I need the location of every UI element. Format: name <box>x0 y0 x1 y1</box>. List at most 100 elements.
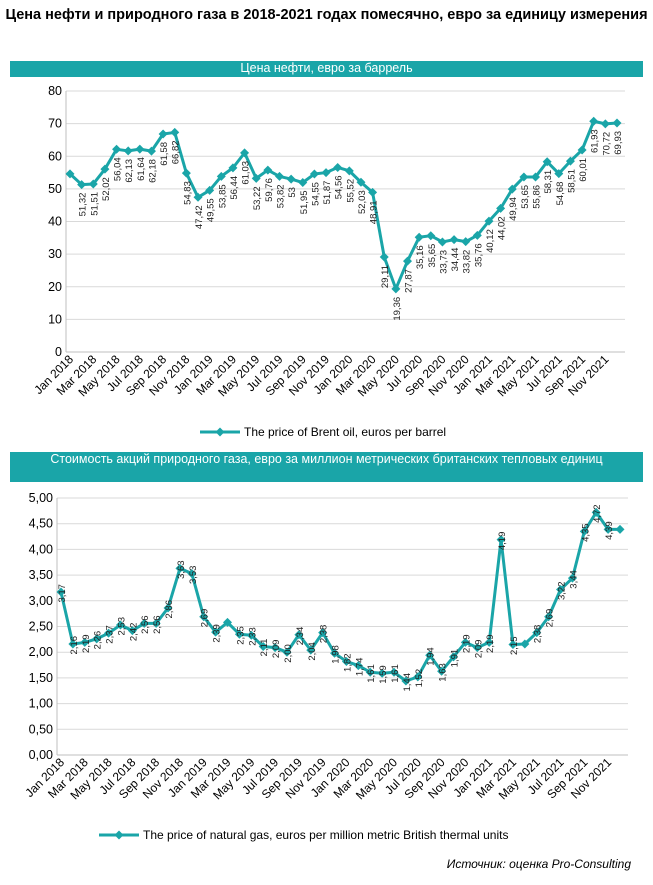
data-label: 56,04 <box>113 157 124 181</box>
data-label: 1,61 <box>366 664 377 683</box>
data-label: 69,93 <box>613 131 624 155</box>
data-label: 44,02 <box>497 216 508 240</box>
data-label: 61,58 <box>159 142 170 166</box>
data-point <box>123 146 133 156</box>
data-point <box>193 192 203 202</box>
y-tick-label: 30 <box>48 247 62 261</box>
data-point <box>532 628 542 638</box>
y-tick-label: 0,00 <box>29 748 53 762</box>
data-label: 59,76 <box>264 178 275 202</box>
data-label: 70,72 <box>601 132 612 156</box>
data-label: 2,56 <box>152 615 163 634</box>
data-point <box>286 174 296 184</box>
data-point <box>263 165 273 175</box>
data-point <box>612 118 622 128</box>
data-label: 54,55 <box>310 182 321 206</box>
data-label: 2,38 <box>319 625 330 644</box>
data-label: 1,52 <box>414 669 425 688</box>
y-tick-label: 60 <box>48 149 62 163</box>
data-point <box>484 637 494 647</box>
data-label: 47,42 <box>194 205 205 229</box>
data-label: 52,03 <box>357 190 368 214</box>
data-label: 2,86 <box>164 600 175 619</box>
data-point <box>520 639 530 649</box>
data-point <box>234 629 244 639</box>
data-label: 29,11 <box>380 265 391 288</box>
y-tick-label: 5,00 <box>29 491 53 505</box>
data-label: 2,26 <box>93 631 104 650</box>
data-point <box>68 639 78 649</box>
data-label: 2,15 <box>509 636 520 655</box>
data-label: 4,35 <box>580 523 591 542</box>
data-point <box>403 256 413 266</box>
data-label: 60,01 <box>578 158 589 182</box>
data-point <box>274 171 284 181</box>
data-label: 2,16 <box>69 636 80 655</box>
data-point <box>496 535 506 545</box>
data-point <box>309 169 319 179</box>
data-point <box>240 148 250 158</box>
data-point <box>115 620 125 630</box>
data-point <box>472 230 482 240</box>
data-point <box>391 284 401 294</box>
data-label: 53,82 <box>275 184 286 208</box>
data-point <box>496 203 506 213</box>
data-label: 53 <box>287 187 298 198</box>
data-point <box>448 652 458 662</box>
y-tick-label: 0,50 <box>29 722 53 736</box>
data-point <box>228 163 238 173</box>
data-point <box>472 643 482 653</box>
data-label: 61,03 <box>241 161 252 185</box>
data-label: 51,87 <box>322 181 333 205</box>
data-point <box>379 252 389 262</box>
data-point <box>181 168 191 178</box>
data-point <box>139 618 149 628</box>
data-point <box>368 187 378 197</box>
data-point <box>413 672 423 682</box>
data-point <box>298 178 308 188</box>
y-tick-label: 1,00 <box>29 697 53 711</box>
data-point <box>318 628 328 638</box>
data-point <box>589 116 599 126</box>
data-label: 1,94 <box>426 647 437 666</box>
data-label: 61,93 <box>590 129 601 153</box>
data-label: 2,38 <box>533 625 544 644</box>
data-label: 2,53 <box>116 617 127 636</box>
data-point <box>461 237 471 247</box>
data-label: 1,44 <box>402 673 413 692</box>
data-label: 51,51 <box>89 192 100 216</box>
data-label: 3,53 <box>188 566 199 585</box>
y-tick-label: 40 <box>48 215 62 229</box>
y-tick-label: 3,50 <box>29 568 53 582</box>
y-tick-label: 1,50 <box>29 671 53 685</box>
data-label: 33,82 <box>462 250 473 274</box>
y-tick-label: 10 <box>48 312 62 326</box>
data-point <box>158 129 168 139</box>
data-point <box>321 168 331 178</box>
data-point <box>333 162 343 172</box>
data-point <box>146 146 156 156</box>
data-point <box>565 156 575 166</box>
data-label: 53,85 <box>217 184 228 208</box>
data-point <box>246 630 256 640</box>
data-label: 58,31 <box>543 170 554 194</box>
data-point <box>88 179 98 189</box>
data-label: 55,86 <box>532 185 543 209</box>
data-label: 3,22 <box>557 581 568 600</box>
legend-marker <box>114 830 124 840</box>
data-label: 1,82 <box>342 653 353 672</box>
data-point <box>100 164 110 174</box>
data-label: 62,18 <box>147 159 158 183</box>
data-point <box>330 648 340 658</box>
data-point <box>104 628 114 638</box>
data-label: 2,69 <box>545 609 556 628</box>
data-point <box>175 563 185 573</box>
data-label: 4,19 <box>497 532 508 551</box>
data-point <box>437 237 447 247</box>
data-point <box>437 666 447 676</box>
gas-price-chart: 0,00 0,50 1,00 1,50 2,00 2,50 3,00 3,50 4,00 4,50… <box>22 491 628 842</box>
data-point <box>306 645 316 655</box>
page-title: Цена нефти и природного газа в 2018-2021… <box>5 7 648 23</box>
data-label: 40,12 <box>485 229 496 253</box>
data-label: 35,16 <box>415 245 426 269</box>
